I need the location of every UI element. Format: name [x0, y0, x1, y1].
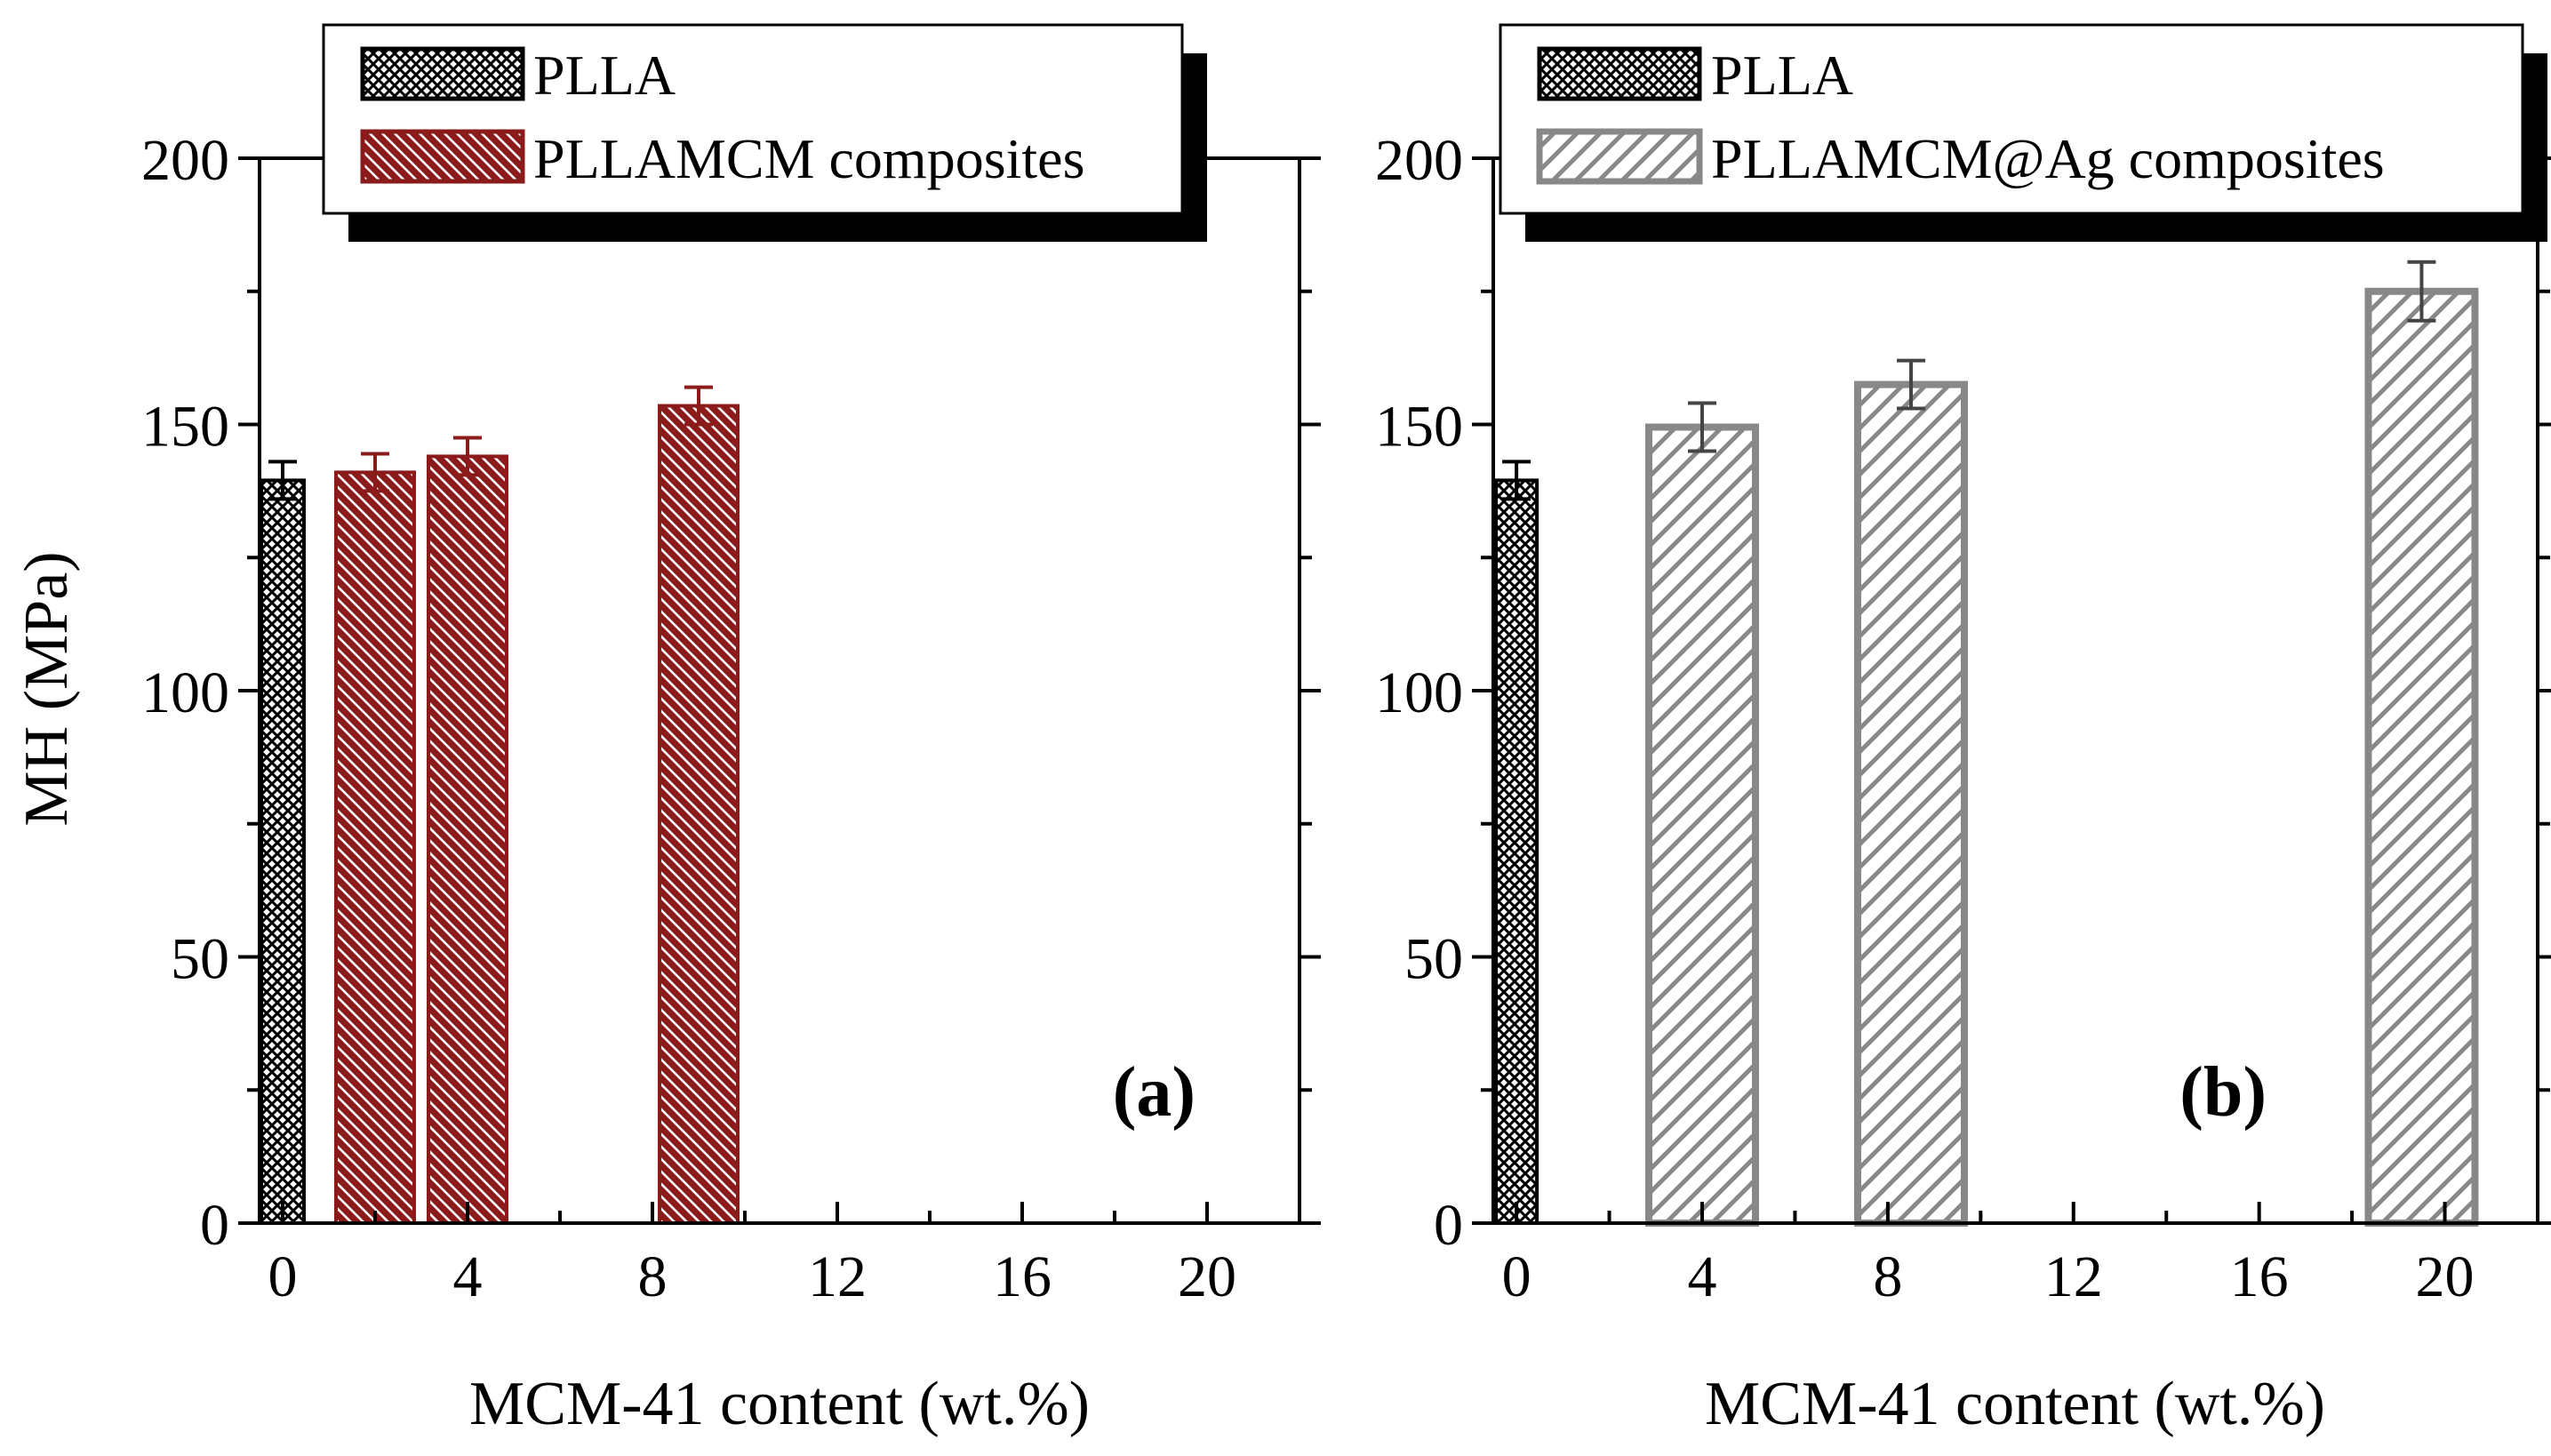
error-bar-a-0-0: [268, 460, 297, 501]
panel-b-legend: PLLA PLLAMCM@Ag composites: [1499, 23, 2547, 242]
bar-b-pllamcm-ag-composites-0: [1645, 423, 1759, 1227]
xtick-label-a-16: 16: [993, 1244, 1052, 1309]
bar-b-pllamcm-ag-composites-1: [1854, 380, 1968, 1227]
xtick-label-b-12: 12: [2044, 1244, 2103, 1309]
error-bar-b-1-1: [1897, 358, 1925, 411]
ytick-label-a-200: 200: [141, 128, 229, 193]
xtick-label-b-8: 8: [1873, 1244, 1902, 1309]
error-bar-b-1-2: [2407, 260, 2436, 323]
error-bar-a-1-0: [361, 452, 389, 493]
panel-a-x-axis-title: MCM-41 content (wt.%): [469, 1370, 1090, 1438]
ytick-label-b-0: 0: [1434, 1193, 1463, 1258]
legend-label-pllamcm-ag: PLLAMCM@Ag composites: [1711, 127, 2385, 190]
ytick-label-b-200: 200: [1375, 128, 1463, 193]
legend-swatch-pllamcm: [360, 129, 525, 184]
panel-a-ticks: 0 50 100 150 200 0 4 8 12 16 20: [141, 128, 1321, 1309]
ytick-label-a-150: 150: [141, 395, 229, 460]
xtick-label-a-20: 20: [1178, 1244, 1236, 1309]
xtick-label-a-4: 4: [453, 1244, 483, 1309]
legend-swatch-plla-b: [1537, 46, 1702, 101]
panel-a: 0 50 100 150 200 0 4 8 12 16 20 (a) MCM-41 content…: [141, 23, 1321, 1438]
panel-b-ticks: 0 50 100 150 200 0 4 8 12 16 20: [1375, 128, 2551, 1309]
ytick-label-a-0: 0: [200, 1193, 229, 1258]
ytick-label-b-100: 100: [1375, 660, 1463, 725]
panel-b-x-axis-title: MCM-41 content (wt.%): [1705, 1370, 2325, 1438]
panel-a-bars: [260, 385, 740, 1226]
legend-swatch-plla: [360, 46, 525, 101]
legend-label-plla-b: PLLA: [1711, 44, 1853, 107]
error-bar-b-0-0: [1502, 460, 1531, 501]
xtick-label-b-4: 4: [1688, 1244, 1717, 1309]
xtick-label-b-16: 16: [2230, 1244, 2289, 1309]
ytick-label-a-100: 100: [141, 660, 229, 725]
xtick-label-a-0: 0: [268, 1244, 298, 1309]
xtick-label-a-12: 12: [808, 1244, 867, 1309]
legend-label-plla: PLLA: [533, 44, 676, 107]
error-bar-a-1-1: [453, 436, 482, 477]
panel-a-legend: PLLA PLLAMCM composites: [322, 23, 1207, 242]
bar-a-pllamcm-composites-2: [658, 404, 740, 1226]
bar-a-plla-0: [260, 478, 306, 1225]
error-bar-a-1-2: [684, 385, 713, 427]
bar-a-pllamcm-composites-1: [427, 454, 508, 1225]
legend-swatch-pllamcm-ag: [1536, 128, 1703, 185]
bar-b-pllamcm-ag-composites-2: [2364, 287, 2479, 1227]
y-axis-title: MH (MPa): [12, 551, 81, 826]
ytick-label-b-150: 150: [1375, 395, 1463, 460]
bar-a-pllamcm-composites-0: [334, 470, 416, 1225]
ytick-label-b-50: 50: [1404, 927, 1463, 992]
xtick-label-b-20: 20: [2416, 1244, 2475, 1309]
error-bar-b-1-0: [1688, 401, 1716, 453]
xtick-label-a-8: 8: [638, 1244, 668, 1309]
panel-b-label: (b): [2179, 1053, 2267, 1132]
legend-label-pllamcm: PLLAMCM composites: [533, 127, 1084, 190]
panel-b: 0 50 100 150 200 0 4 8 12 16 20 (b) MCM-41 content…: [1375, 23, 2551, 1438]
panel-b-bars: [1494, 260, 2479, 1227]
xtick-label-b-0: 0: [1502, 1244, 1531, 1309]
bar-b-plla-0: [1494, 478, 1539, 1225]
panel-a-label: (a): [1113, 1053, 1196, 1132]
ytick-label-a-50: 50: [171, 927, 229, 992]
